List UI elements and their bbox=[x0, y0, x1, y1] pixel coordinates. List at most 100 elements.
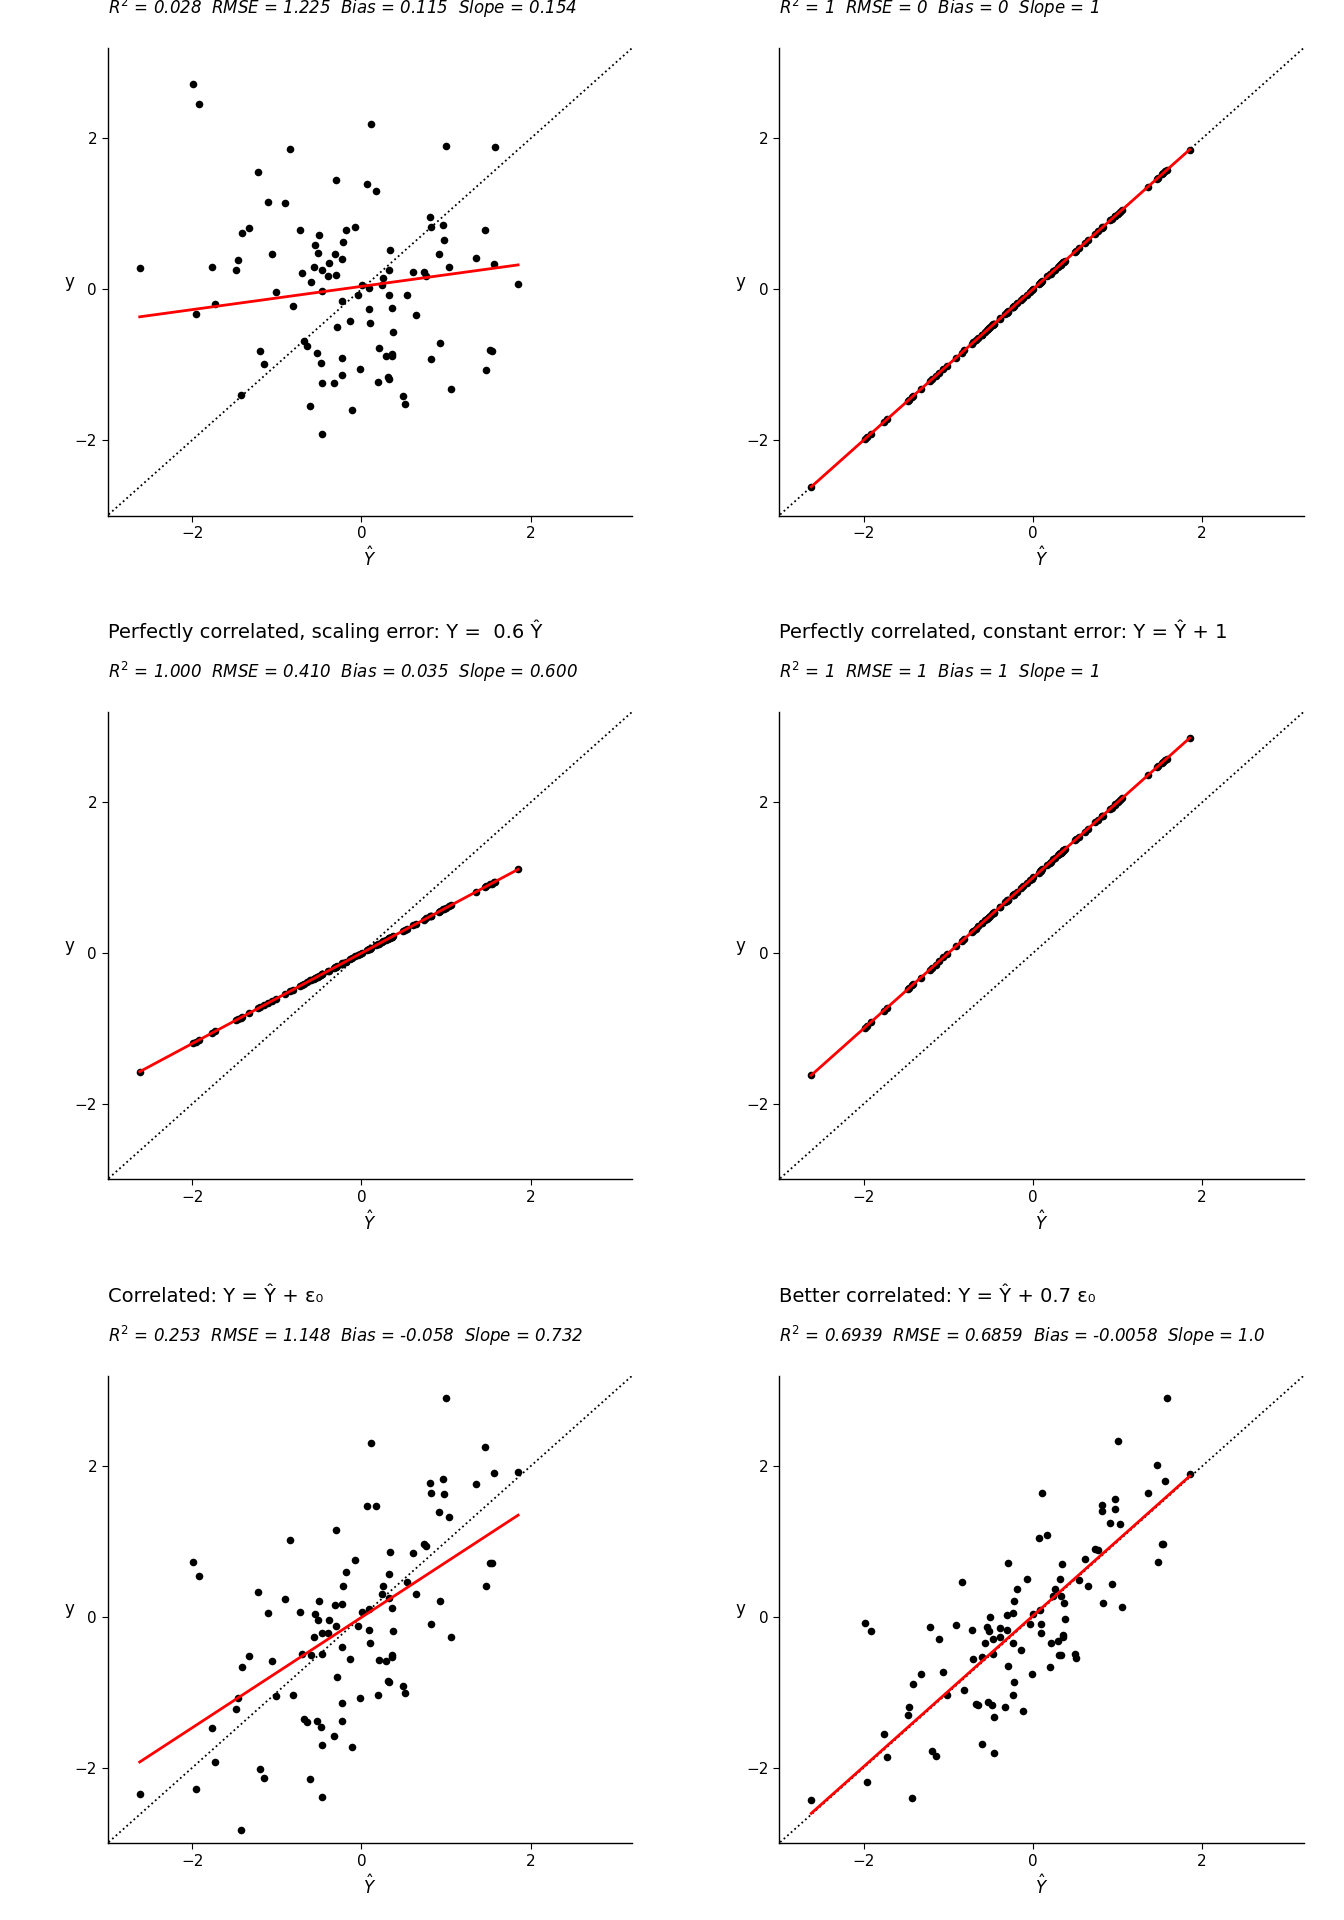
Point bbox=[954, 924, 976, 954]
Point bbox=[1019, 276, 1040, 307]
Point bbox=[323, 369, 344, 399]
Point bbox=[945, 931, 966, 962]
Point bbox=[394, 1678, 415, 1709]
Point bbox=[383, 1617, 405, 1647]
Point bbox=[972, 319, 993, 349]
Point bbox=[204, 1745, 226, 1776]
Point bbox=[227, 246, 249, 276]
Point bbox=[1032, 265, 1054, 296]
Point bbox=[465, 242, 487, 273]
Point bbox=[945, 1609, 966, 1640]
Point bbox=[331, 361, 352, 392]
Point bbox=[402, 257, 423, 288]
Point bbox=[1047, 841, 1068, 872]
Point bbox=[1091, 211, 1113, 242]
Point bbox=[898, 973, 919, 1004]
Point bbox=[433, 1478, 454, 1509]
Point bbox=[1028, 1523, 1050, 1553]
Point bbox=[378, 255, 399, 286]
Point bbox=[481, 1548, 503, 1578]
Point bbox=[1003, 879, 1024, 910]
Point bbox=[1032, 854, 1054, 885]
Point bbox=[961, 328, 982, 359]
Point bbox=[367, 1680, 388, 1711]
Point bbox=[980, 1601, 1001, 1632]
X-axis label: $\hat{Y}$: $\hat{Y}$ bbox=[363, 1210, 376, 1235]
Point bbox=[438, 891, 460, 922]
Point bbox=[1028, 269, 1050, 300]
Point bbox=[984, 309, 1005, 340]
Point bbox=[290, 215, 312, 246]
Point bbox=[1107, 787, 1129, 818]
Point bbox=[898, 384, 919, 415]
Point bbox=[359, 933, 380, 964]
Point bbox=[378, 1667, 399, 1697]
Point bbox=[372, 263, 394, 294]
Point bbox=[413, 904, 434, 935]
Point bbox=[801, 1060, 823, 1091]
Point bbox=[376, 1645, 398, 1676]
Point bbox=[335, 1557, 356, 1588]
Point bbox=[312, 1730, 333, 1761]
Point bbox=[896, 1699, 918, 1730]
Point bbox=[902, 382, 923, 413]
Point bbox=[1101, 793, 1122, 824]
Point bbox=[1091, 801, 1113, 831]
Point bbox=[394, 388, 415, 419]
Point bbox=[379, 363, 401, 394]
Point bbox=[980, 311, 1001, 342]
Point bbox=[1040, 847, 1062, 877]
Point bbox=[874, 995, 895, 1025]
Point bbox=[996, 1599, 1017, 1630]
Point bbox=[1146, 1450, 1168, 1480]
Point bbox=[1050, 837, 1071, 868]
Point bbox=[308, 960, 329, 991]
Point bbox=[415, 902, 437, 933]
Point bbox=[481, 868, 503, 899]
Point bbox=[310, 958, 332, 989]
Point bbox=[335, 215, 356, 246]
Point bbox=[476, 1571, 497, 1601]
Point bbox=[302, 252, 324, 282]
Point bbox=[1087, 1534, 1109, 1565]
Point bbox=[341, 943, 363, 973]
Point bbox=[1105, 1484, 1126, 1515]
Point bbox=[860, 419, 882, 449]
Point bbox=[976, 315, 997, 346]
Point bbox=[997, 1615, 1019, 1645]
Point bbox=[392, 916, 414, 947]
Point bbox=[1050, 837, 1071, 868]
Point bbox=[480, 334, 501, 365]
Point bbox=[952, 925, 973, 956]
Point bbox=[310, 1711, 332, 1741]
Point bbox=[274, 188, 296, 219]
Point bbox=[972, 908, 993, 939]
Point bbox=[351, 937, 372, 968]
Point bbox=[380, 922, 402, 952]
Point bbox=[965, 324, 986, 355]
Point bbox=[945, 342, 966, 372]
Point bbox=[1016, 868, 1038, 899]
Point bbox=[306, 338, 328, 369]
Point bbox=[382, 922, 403, 952]
Point bbox=[305, 230, 327, 261]
Point bbox=[1048, 1640, 1070, 1670]
Point bbox=[1152, 747, 1173, 778]
Point bbox=[204, 288, 226, 319]
Point bbox=[1050, 1565, 1071, 1596]
Point bbox=[1101, 1569, 1122, 1599]
Point bbox=[507, 269, 528, 300]
Point bbox=[1012, 282, 1034, 313]
Point bbox=[359, 294, 380, 324]
Point bbox=[1032, 1478, 1054, 1509]
Point bbox=[247, 993, 269, 1023]
Text: $R^2$ = 1.000  RMSE = 0.410  Bias = 0.035  Slope = 0.600: $R^2$ = 1.000 RMSE = 0.410 Bias = 0.035 … bbox=[108, 660, 578, 684]
Point bbox=[1003, 1667, 1024, 1697]
Point bbox=[356, 169, 378, 200]
Point bbox=[202, 252, 223, 282]
Point bbox=[982, 1624, 1004, 1655]
Point bbox=[308, 221, 329, 252]
Point bbox=[1091, 211, 1113, 242]
Point bbox=[368, 929, 390, 960]
Point bbox=[1031, 267, 1052, 298]
